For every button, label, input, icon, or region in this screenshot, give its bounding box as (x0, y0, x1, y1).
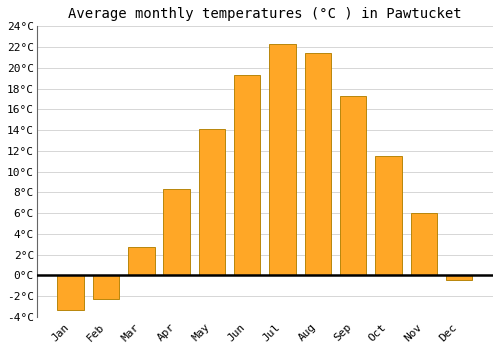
Bar (198, 129, 225, 275)
Bar (375, 156, 402, 275)
Bar (234, 75, 260, 275)
Bar (340, 96, 366, 275)
Bar (58, 275, 84, 309)
Bar (128, 247, 154, 275)
Bar (164, 189, 190, 275)
Bar (304, 53, 331, 275)
Bar (270, 44, 296, 275)
Title: Average monthly temperatures (°C ) in Pawtucket: Average monthly temperatures (°C ) in Pa… (68, 7, 462, 21)
Bar (446, 275, 472, 280)
Bar (93, 275, 120, 299)
Bar (410, 213, 437, 275)
